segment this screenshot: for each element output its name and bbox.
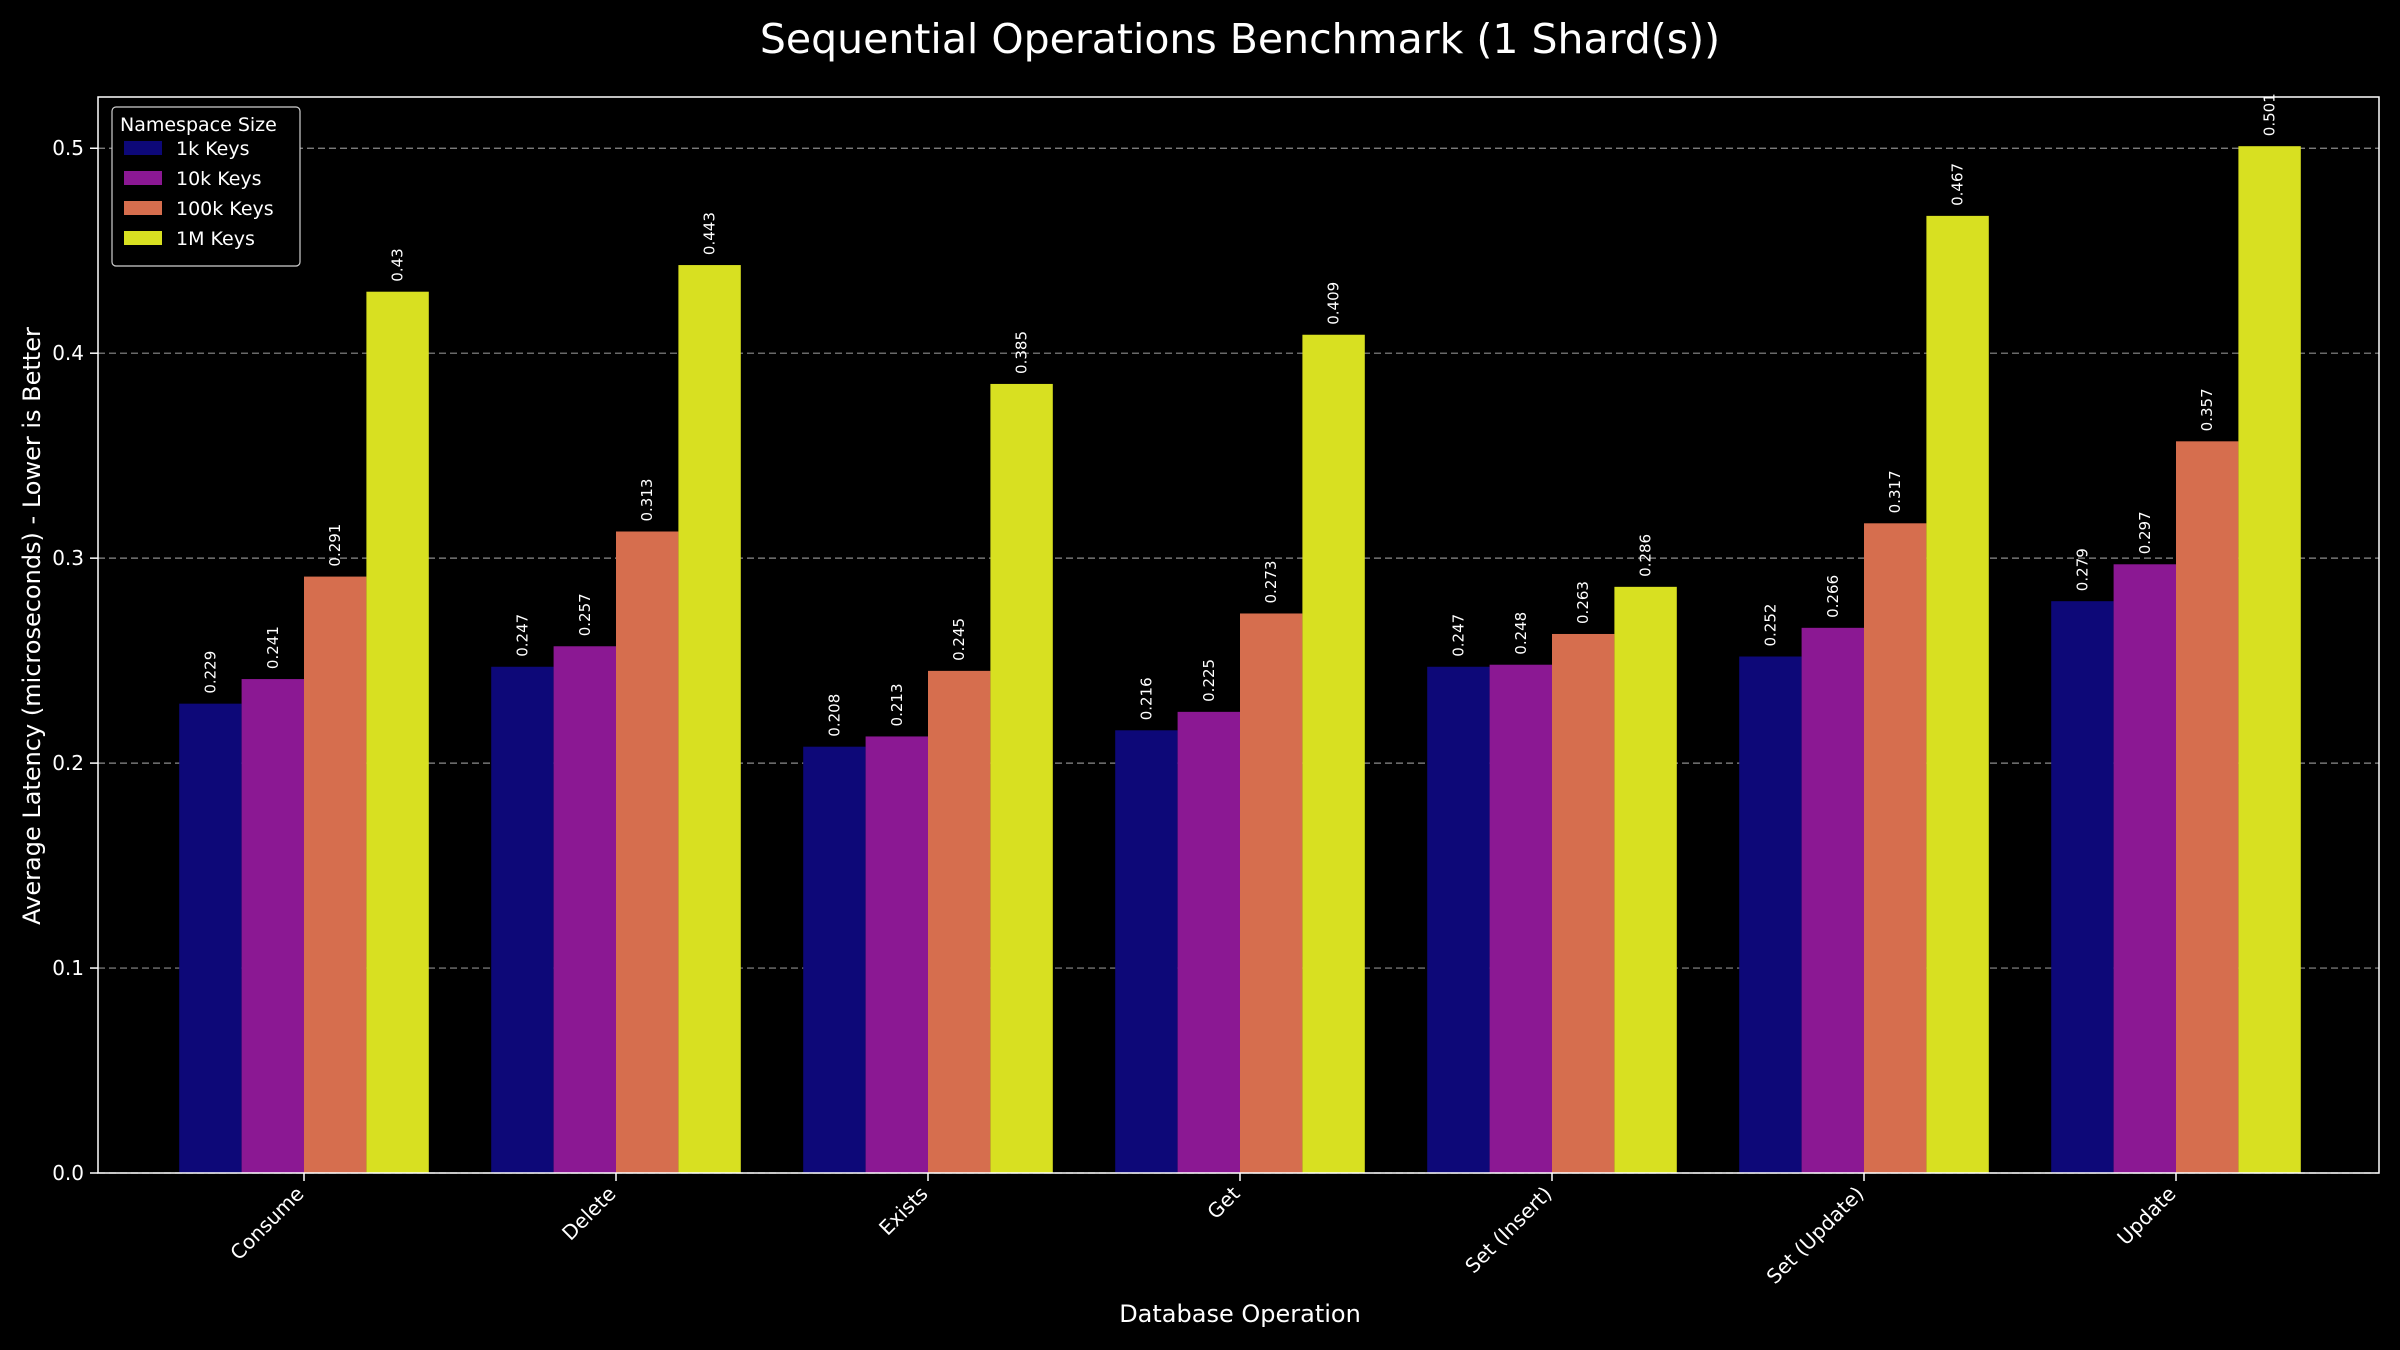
value-label: 0.443 [701,212,719,255]
bar-100k-keys-2 [928,670,991,1173]
value-label: 0.252 [1761,604,1779,647]
bar-1m-keys-3 [1302,334,1365,1173]
bar-10k-keys-5 [1801,627,1864,1173]
x-tick-label: Set (Update) [1762,1182,1869,1289]
legend-swatch [124,171,162,185]
value-label: 0.266 [1824,575,1842,618]
value-label: 0.213 [888,683,906,726]
value-label: 0.208 [825,694,843,737]
value-label: 0.247 [513,614,531,657]
bar-1k-keys-1 [491,666,554,1173]
value-label: 0.43 [389,248,407,281]
x-tick-label: Set (Insert) [1460,1182,1556,1278]
legend-label: 10k Keys [176,168,262,190]
bar-10k-keys-4 [1489,664,1552,1173]
plot-frame [97,96,2380,1174]
value-label: 0.357 [2198,388,2216,431]
y-axis-label: Average Latency (microseconds) - Lower i… [18,327,46,925]
value-label: 0.501 [2261,93,2279,136]
bars [179,146,2301,1174]
bar-1m-keys-6 [2238,146,2301,1173]
x-tick-label: Consume [225,1182,308,1265]
value-label: 0.263 [1574,581,1592,624]
legend-swatch [124,231,162,245]
y-tick-label: 0.2 [52,751,84,775]
bar-1m-keys-0 [366,291,429,1173]
bar-100k-keys-4 [1552,633,1615,1173]
bar-1m-keys-5 [1926,215,1989,1173]
bar-100k-keys-6 [2176,441,2239,1173]
bar-1m-keys-4 [1614,586,1677,1173]
bar-1m-keys-1 [678,265,741,1174]
bar-1k-keys-2 [803,746,866,1173]
y-tick-label: 0.5 [52,136,84,160]
legend-title: Namespace Size [120,114,277,136]
x-axis-label: Database Operation [1119,1300,1361,1328]
value-label: 0.225 [1200,659,1218,702]
value-label: 0.409 [1325,282,1343,325]
x-tick-label: Update [2112,1182,2180,1250]
value-labels: 0.229 0.241 0.291 0.43 0.247 0.257 0.313 0.443 0… [201,93,2278,736]
bar-100k-keys-1 [616,531,679,1173]
bar-1k-keys-0 [179,703,242,1173]
chart-title: Sequential Operations Benchmark (1 Shard… [760,15,1720,63]
bar-10k-keys-6 [2113,564,2176,1173]
y-tick-label: 0.0 [52,1161,84,1185]
legend-label: 1k Keys [176,138,249,160]
value-label: 0.467 [1949,163,1967,206]
y-tick-label: 0.1 [52,956,84,980]
x-tick-label: Get [1202,1181,1244,1223]
value-label: 0.241 [264,626,282,669]
value-label: 0.297 [2136,511,2154,554]
bar-10k-keys-3 [1177,711,1240,1173]
value-label: 0.248 [1512,612,1530,655]
legend-swatch [124,141,162,155]
value-label: 0.291 [326,524,344,567]
value-label: 0.279 [2073,548,2091,591]
bar-10k-keys-2 [865,736,928,1173]
value-label: 0.229 [201,651,219,694]
value-label: 0.257 [576,593,594,636]
x-tick-label: Exists [874,1182,932,1240]
x-tick-label: Delete [557,1182,620,1245]
value-label: 0.317 [1886,470,1904,513]
bar-100k-keys-0 [304,576,367,1173]
bar-10k-keys-1 [553,646,616,1173]
value-label: 0.385 [1013,331,1031,374]
bar-1k-keys-5 [1739,656,1802,1173]
bar-1m-keys-2 [990,383,1053,1173]
y-tick-label: 0.3 [52,546,84,570]
legend-label: 1M Keys [176,228,255,250]
value-label: 0.313 [638,479,656,522]
bar-1k-keys-6 [2051,601,2114,1173]
value-label: 0.286 [1637,534,1655,577]
bar-1k-keys-3 [1115,730,1178,1173]
y-tick-label: 0.4 [52,341,84,365]
bar-10k-keys-0 [241,679,304,1173]
bar-100k-keys-3 [1240,613,1303,1173]
value-label: 0.245 [950,618,968,661]
bar-1k-keys-4 [1427,666,1490,1173]
legend-swatch [124,201,162,215]
value-label: 0.273 [1262,561,1280,604]
bar-100k-keys-5 [1864,523,1927,1173]
value-label: 0.247 [1449,614,1467,657]
legend-label: 100k Keys [176,198,274,220]
value-label: 0.216 [1137,677,1155,720]
